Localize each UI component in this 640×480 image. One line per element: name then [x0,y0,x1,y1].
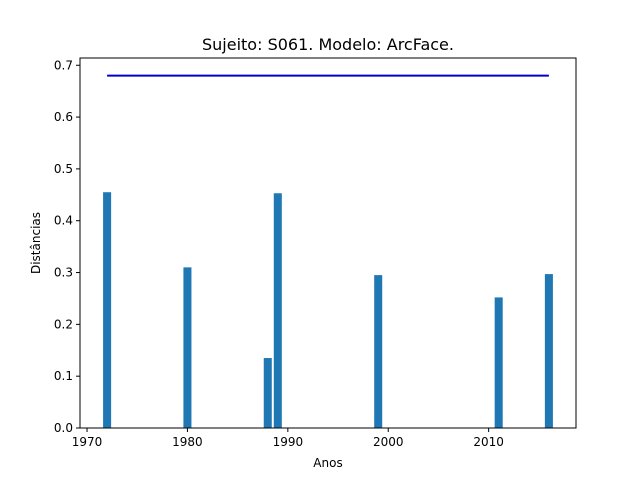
chart-title: Sujeito: S061. Modelo: ArcFace. [202,35,454,54]
bars-group [103,192,553,428]
bar-1980 [183,267,192,428]
y-tick-label-0.6: 0.6 [54,110,73,124]
bar-1972 [103,192,112,428]
y-axis-label: Distâncias [29,212,43,274]
y-tick-label-0.0: 0.0 [54,421,73,435]
bar-2016 [544,274,553,428]
y-tick-label-0.1: 0.1 [54,369,73,383]
y-tick-label-0.5: 0.5 [54,162,73,176]
x-tick-label-2000: 2000 [373,435,404,449]
bar-1989 [273,193,282,428]
plot-frame [79,57,577,429]
x-tick-label-1970: 1970 [72,435,103,449]
x-axis-label: Anos [313,456,342,470]
bar-2011 [494,297,503,428]
x-tick-label-1990: 1990 [273,435,304,449]
y-tick-label-0.2: 0.2 [54,317,73,331]
x-tick-label-2010: 2010 [473,435,504,449]
y-tick-label-0.7: 0.7 [54,58,73,72]
y-tick-label-0.3: 0.3 [54,266,73,280]
y-tick-label-0.4: 0.4 [54,214,73,228]
bar-1999 [374,275,383,428]
x-tick-label-1980: 1980 [172,435,203,449]
x-axis-ticks: 1970 1980 1990 2000 2010 [72,428,504,449]
y-axis-ticks: 0.0 0.1 0.2 0.3 0.4 0.5 0.6 0.7 [54,58,80,435]
bar-1988 [263,358,272,428]
